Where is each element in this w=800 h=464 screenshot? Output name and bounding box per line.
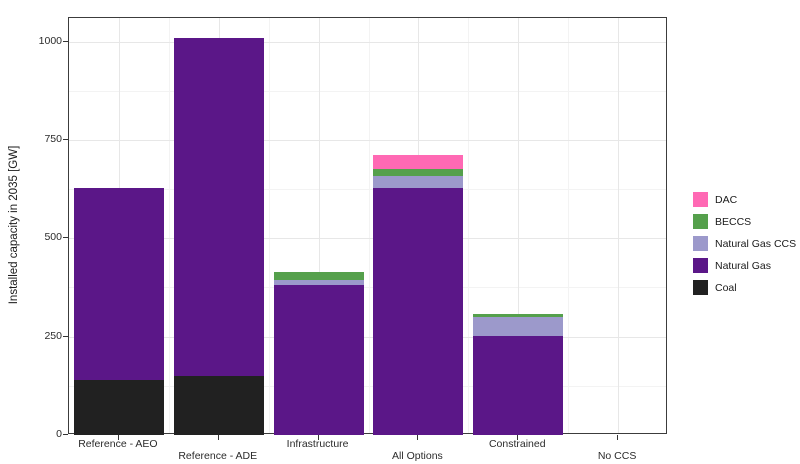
x-tick-mark bbox=[117, 435, 119, 440]
gridline-minor-h bbox=[69, 90, 666, 92]
gridline-major-v bbox=[618, 18, 620, 433]
y-tick-label: 750 bbox=[44, 132, 62, 145]
gridline-major-v bbox=[518, 18, 520, 433]
legend-label-natural-gas: Natural Gas bbox=[715, 259, 772, 272]
x-tick-label-infrastructure: Infrastructure bbox=[286, 438, 349, 450]
bar-segment-reference-ade-coal bbox=[173, 375, 264, 435]
gridline-major-h bbox=[69, 238, 666, 240]
y-tick-label: 1000 bbox=[38, 34, 62, 47]
legend-swatch-natural-gas-ccs bbox=[693, 236, 708, 251]
x-tick-mark bbox=[417, 435, 419, 440]
y-tick-mark bbox=[63, 40, 68, 42]
bar-segment-all-options-natural-gas bbox=[373, 187, 464, 435]
legend-swatch-dac bbox=[693, 192, 708, 207]
x-tick-label-all-options: All Options bbox=[392, 450, 443, 462]
legend-swatch-coal bbox=[693, 280, 708, 295]
bar-segment-reference-ade-natural-gas bbox=[173, 37, 264, 376]
legend-swatch-natural-gas bbox=[693, 258, 708, 273]
y-tick-label: 500 bbox=[44, 231, 62, 244]
x-tick-label-constrained: Constrained bbox=[488, 438, 546, 450]
bar-segment-reference-aeo-natural-gas bbox=[73, 187, 164, 380]
gridline-major-v bbox=[318, 18, 320, 433]
bar-segment-constrained-natural-gas-ccs bbox=[473, 317, 564, 336]
legend-label-natural-gas-ccs: Natural Gas CCS bbox=[715, 237, 797, 250]
legend-label-dac: DAC bbox=[715, 193, 738, 206]
bar-segment-reference-aeo-coal bbox=[73, 379, 164, 435]
legend-item-natural-gas-ccs: Natural Gas CCS bbox=[693, 236, 796, 251]
gridline-major-h bbox=[69, 41, 666, 43]
gridline-minor-v bbox=[268, 18, 270, 433]
x-tick-mark bbox=[317, 435, 319, 440]
gridline-minor-h bbox=[69, 189, 666, 191]
bar-segment-all-options-beccs bbox=[373, 169, 464, 176]
y-tick-mark bbox=[63, 434, 68, 435]
plot-panel bbox=[68, 17, 667, 435]
x-tick-mark bbox=[517, 435, 519, 440]
gridline-minor-v bbox=[568, 18, 570, 433]
y-axis-title: Installed capacity in 2035 [GW] bbox=[8, 145, 20, 305]
y-tick-label: 0 bbox=[56, 428, 62, 440]
bar-segment-constrained-beccs bbox=[473, 313, 564, 318]
x-tick-label-no-ccs: No CCS bbox=[597, 450, 637, 462]
x-tick-mark bbox=[217, 435, 219, 440]
bar-segment-infrastructure-natural-gas-ccs bbox=[273, 279, 364, 286]
y-tick-mark bbox=[63, 335, 68, 337]
bar-segment-all-options-natural-gas-ccs bbox=[373, 175, 464, 188]
x-tick-mark bbox=[617, 435, 619, 440]
legend-item-coal: Coal bbox=[693, 280, 796, 295]
legend-label-beccs: BECCS bbox=[715, 215, 752, 228]
y-tick-mark bbox=[63, 237, 68, 239]
bar-segment-infrastructure-beccs bbox=[273, 271, 364, 280]
legend-label-coal: Coal bbox=[715, 281, 737, 294]
x-tick-label-reference-aeo: Reference - AEO bbox=[78, 438, 158, 450]
gridline-minor-v bbox=[368, 18, 370, 433]
legend-item-dac: DAC bbox=[693, 192, 796, 207]
y-tick-mark bbox=[63, 138, 68, 140]
bar-segment-all-options-dac bbox=[373, 155, 464, 170]
legend: DAC BECCS Natural Gas CCS Natural Gas Coal bbox=[693, 192, 796, 302]
bar-segment-infrastructure-natural-gas bbox=[273, 285, 364, 435]
y-tick-label: 250 bbox=[44, 329, 62, 342]
gridline-minor-h bbox=[69, 287, 666, 289]
gridline-minor-v bbox=[168, 18, 170, 433]
bar-segment-constrained-natural-gas bbox=[473, 335, 564, 435]
legend-swatch-beccs bbox=[693, 214, 708, 229]
gridline-minor-v bbox=[468, 18, 470, 433]
legend-item-beccs: BECCS bbox=[693, 214, 796, 229]
gridline-minor-h bbox=[69, 385, 666, 387]
gridline-major-h bbox=[69, 336, 666, 338]
legend-item-natural-gas: Natural Gas bbox=[693, 258, 796, 273]
x-tick-label-reference-ade: Reference - ADE bbox=[178, 450, 258, 462]
gridline-major-h bbox=[69, 139, 666, 141]
